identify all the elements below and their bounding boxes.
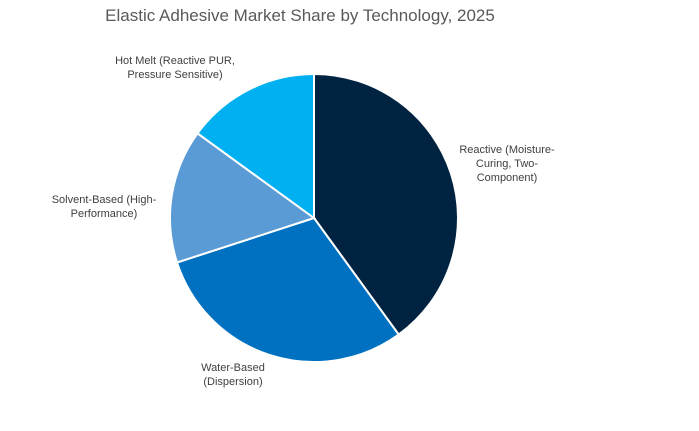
slice-label-solvent-based: Solvent-Based (High-Performance): [51, 194, 157, 220]
slice-label-water-based: Water-Based (Dispersion): [201, 362, 265, 388]
pie-slice-reactive: [313, 72, 459, 336]
pie-slice-water-based: [175, 216, 401, 363]
pie-slice-hot-melt: [196, 72, 315, 220]
slice-label-hot-melt: Hot Melt (Reactive PUR, Pressure Sensiti…: [115, 55, 235, 81]
pie-slice-solvent-based: [169, 131, 317, 264]
slice-label-reactive: Reactive (Moisture-Curing, Two-Component…: [459, 144, 555, 184]
chart-title: Elastic Adhesive Market Share by Technol…: [105, 6, 495, 25]
